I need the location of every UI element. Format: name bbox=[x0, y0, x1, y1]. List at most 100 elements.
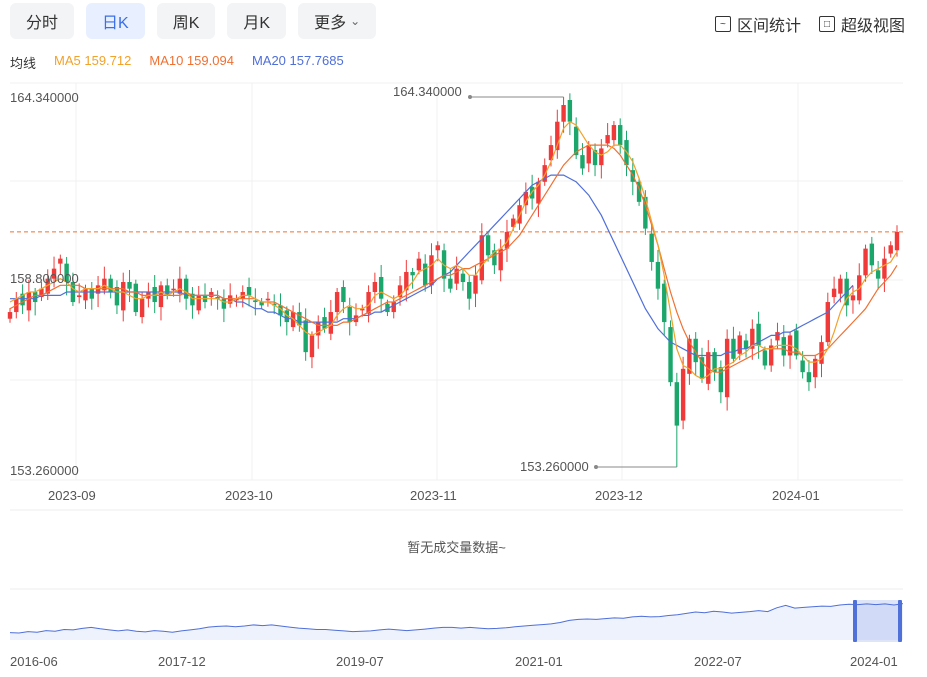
candle-body bbox=[378, 276, 384, 299]
candle-body bbox=[599, 148, 604, 166]
candle-body bbox=[687, 338, 692, 374]
range-stats-button[interactable]: ~ 区间统计 bbox=[714, 12, 801, 36]
tab-weekly-k[interactable]: 周K bbox=[156, 3, 216, 39]
candle-body bbox=[297, 312, 302, 326]
candle-body bbox=[806, 372, 812, 383]
candle-body bbox=[448, 278, 453, 289]
candle-body bbox=[265, 298, 271, 301]
overview-x-tick: 2024-01 bbox=[850, 654, 898, 669]
candle-body bbox=[618, 125, 623, 146]
candle-body bbox=[416, 258, 422, 271]
candle-body bbox=[894, 231, 900, 251]
candle-body bbox=[586, 145, 591, 164]
candle-body bbox=[95, 285, 101, 294]
tab-label: 月K bbox=[243, 15, 271, 32]
candle-body bbox=[548, 145, 554, 161]
tab-more[interactable]: 更多 ⌄ bbox=[298, 3, 377, 39]
candle-body bbox=[341, 287, 346, 303]
overview-line bbox=[9, 603, 904, 634]
candle-body bbox=[152, 287, 157, 303]
candle-body bbox=[882, 258, 887, 279]
candle-body bbox=[724, 338, 730, 398]
x-tick-label: 2023-10 bbox=[225, 488, 273, 503]
candle-body bbox=[699, 357, 705, 379]
candle-body bbox=[259, 302, 264, 306]
candle-body bbox=[429, 255, 434, 286]
candle-body bbox=[26, 292, 32, 311]
candle-body bbox=[190, 293, 195, 306]
candle-body bbox=[743, 340, 749, 349]
tab-monthly-k[interactable]: 月K bbox=[227, 3, 287, 39]
candle-body bbox=[775, 332, 780, 341]
ma-legend: 均线 MA5 159.712 MA10 159.094 MA20 157.768… bbox=[10, 53, 344, 72]
candle-body bbox=[114, 287, 120, 306]
legend-title: 均线 bbox=[10, 56, 37, 71]
candle-body bbox=[473, 275, 478, 294]
candle-body bbox=[272, 303, 277, 306]
candle-body bbox=[290, 312, 296, 328]
candle-body bbox=[460, 273, 466, 282]
candle-body bbox=[794, 330, 799, 356]
candle-body bbox=[662, 283, 667, 323]
candle-body bbox=[869, 243, 875, 266]
legend-ma5: MA5 159.712 bbox=[54, 53, 132, 68]
candle-body bbox=[51, 268, 57, 279]
candle-body bbox=[693, 338, 698, 363]
candle-body bbox=[561, 105, 566, 122]
legend-ma20: MA20 157.7685 bbox=[251, 53, 344, 68]
candle-body bbox=[89, 288, 94, 299]
candle-body bbox=[309, 335, 315, 358]
candle-body bbox=[592, 150, 598, 166]
candle-body bbox=[397, 285, 403, 298]
candle-body bbox=[542, 165, 547, 182]
candle-body bbox=[781, 337, 786, 356]
candle-body bbox=[435, 245, 440, 251]
candle-body bbox=[492, 250, 497, 266]
candle-body bbox=[133, 283, 139, 313]
candle-body bbox=[102, 278, 107, 291]
period-tabs: 分时 日K 周K 月K 更多 ⌄ bbox=[10, 3, 377, 41]
candle-body bbox=[64, 263, 69, 282]
candle-body bbox=[209, 292, 214, 298]
candle-body bbox=[819, 342, 824, 364]
candle-body bbox=[278, 305, 283, 316]
y-tick-label-top: 164.340000 bbox=[10, 90, 79, 105]
super-view-button[interactable]: □ 超级视图 bbox=[818, 12, 905, 36]
candle-body bbox=[334, 292, 340, 313]
candle-body bbox=[391, 302, 396, 313]
candle-body bbox=[498, 248, 503, 271]
candle-body bbox=[347, 307, 352, 323]
ma5-line bbox=[9, 120, 898, 380]
x-tick-label: 2024-01 bbox=[772, 488, 820, 503]
max-price-marker bbox=[468, 95, 472, 99]
candle-body bbox=[360, 308, 365, 311]
candle-body bbox=[385, 303, 390, 313]
candle-body bbox=[768, 345, 774, 366]
candle-body bbox=[366, 292, 371, 314]
candle-body bbox=[680, 368, 686, 421]
candle-body bbox=[875, 270, 881, 279]
candle-body bbox=[580, 155, 585, 169]
tab-daily-k[interactable]: 日K bbox=[86, 3, 145, 39]
candle-body bbox=[196, 295, 201, 311]
tab-intraday[interactable]: 分时 bbox=[10, 3, 75, 39]
candle-body bbox=[45, 278, 50, 294]
overview-x-tick: 2022-07 bbox=[694, 654, 742, 669]
candle-body bbox=[850, 295, 856, 301]
candle-body bbox=[731, 338, 736, 359]
candle-body bbox=[183, 278, 189, 299]
candle-body bbox=[284, 310, 289, 323]
candle-body bbox=[410, 271, 415, 276]
candle-body bbox=[649, 233, 654, 262]
volume-empty-message: 暂无成交量数据~ bbox=[407, 540, 506, 555]
chevron-down-icon: ⌄ bbox=[350, 14, 361, 28]
candle-body bbox=[511, 218, 516, 227]
candle-body bbox=[555, 121, 560, 151]
candle-body bbox=[177, 278, 183, 294]
candle-body bbox=[536, 181, 541, 204]
x-tick-label: 2023-11 bbox=[410, 488, 457, 503]
range-stats-label: 区间统计 bbox=[736, 18, 801, 35]
min-price-label: 153.260000 bbox=[520, 459, 589, 474]
ma10-line bbox=[9, 144, 898, 373]
